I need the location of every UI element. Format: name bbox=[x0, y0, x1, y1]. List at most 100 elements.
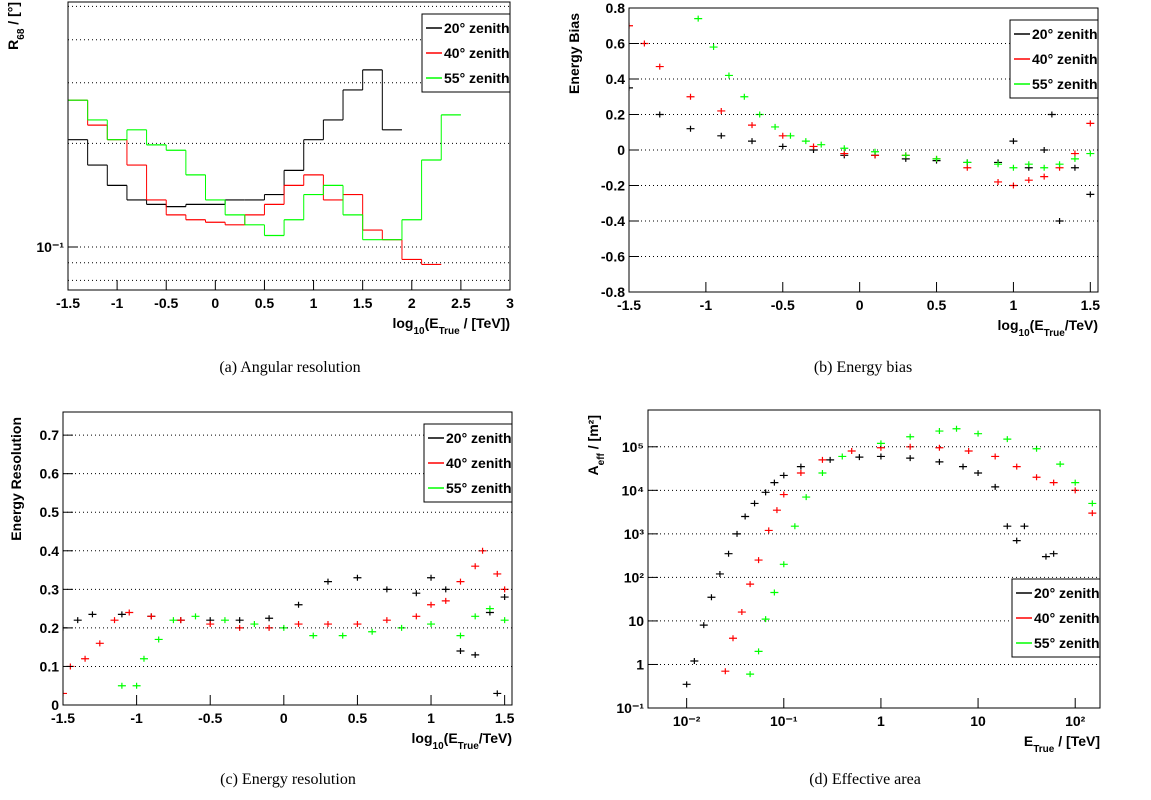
x-tick-label: 10² bbox=[1065, 713, 1086, 729]
label-part: / [TeV]) bbox=[460, 315, 510, 331]
data-point bbox=[441, 597, 450, 604]
data-point bbox=[485, 605, 494, 612]
data-point bbox=[412, 590, 421, 597]
data-point bbox=[801, 138, 810, 145]
data-point bbox=[709, 44, 718, 51]
data-point bbox=[779, 561, 788, 568]
data-point bbox=[840, 150, 849, 157]
data-point bbox=[717, 107, 726, 114]
data-point bbox=[686, 93, 695, 100]
data-point bbox=[748, 122, 757, 129]
y-tick-label: 10² bbox=[624, 569, 645, 585]
data-point bbox=[456, 578, 465, 585]
data-point bbox=[117, 682, 126, 689]
data-point bbox=[1024, 177, 1033, 184]
plot-frame bbox=[628, 7, 1099, 293]
plot-frame bbox=[62, 411, 513, 706]
data-point bbox=[733, 530, 742, 537]
data-point bbox=[147, 613, 156, 620]
y-axis-label: Energy Bias bbox=[566, 13, 582, 94]
label-part: 68 bbox=[16, 28, 27, 40]
data-point bbox=[932, 155, 941, 162]
data-point bbox=[699, 622, 708, 629]
y-tick-label: 10³ bbox=[624, 526, 645, 542]
data-point bbox=[427, 621, 436, 628]
y-tick-label: 0.6 bbox=[606, 36, 626, 52]
label-part: / [TeV] bbox=[1054, 733, 1100, 749]
data-point bbox=[746, 581, 755, 588]
data-point bbox=[876, 440, 885, 447]
y-tick-label: 0 bbox=[51, 697, 59, 713]
data-point bbox=[323, 621, 332, 628]
data-point bbox=[746, 671, 755, 678]
data-point bbox=[755, 111, 764, 118]
data-point bbox=[991, 453, 1000, 460]
y-axis-label: Energy Resolution bbox=[8, 417, 24, 541]
data-point bbox=[963, 164, 972, 171]
data-point bbox=[1055, 218, 1064, 224]
data-point bbox=[493, 570, 502, 577]
data-point bbox=[1012, 537, 1021, 544]
plot-frame bbox=[647, 409, 1101, 709]
legend-label: 40° zenith bbox=[1034, 610, 1100, 626]
data-point bbox=[826, 456, 835, 463]
data-point bbox=[1070, 155, 1079, 162]
data-point bbox=[265, 615, 274, 622]
data-point bbox=[125, 609, 134, 616]
x-tick-label: -0.5 bbox=[154, 295, 178, 311]
data-point bbox=[686, 125, 695, 132]
data-point bbox=[1086, 120, 1095, 127]
data-point bbox=[974, 430, 983, 437]
data-point bbox=[772, 507, 781, 514]
x-tick-label: 10 bbox=[970, 713, 986, 729]
data-point bbox=[629, 84, 633, 91]
y-tick-label: 10⁻¹ bbox=[616, 700, 644, 716]
legend-label: 20° zenith bbox=[1034, 585, 1100, 601]
data-point bbox=[770, 479, 779, 486]
x-tick-label: 0 bbox=[280, 710, 288, 726]
data-point bbox=[754, 648, 763, 655]
label-part: (E bbox=[425, 315, 439, 331]
data-point bbox=[493, 690, 502, 697]
data-point bbox=[796, 470, 805, 477]
data-point bbox=[117, 611, 126, 618]
data-point bbox=[169, 617, 178, 624]
label-part: True bbox=[439, 326, 461, 337]
x-tick-label: -1.5 bbox=[51, 710, 75, 726]
data-point bbox=[871, 148, 880, 155]
data-point bbox=[1024, 161, 1033, 168]
x-axis-label: log10(ETrue/TeV) bbox=[412, 730, 512, 752]
data-point bbox=[740, 93, 749, 100]
label-part: 10 bbox=[1019, 328, 1031, 339]
data-point bbox=[786, 132, 795, 139]
data-point bbox=[1009, 138, 1018, 145]
data-point bbox=[724, 550, 733, 557]
data-point bbox=[778, 143, 787, 150]
y-tick-label: 0.6 bbox=[40, 466, 60, 482]
data-point bbox=[294, 621, 303, 628]
data-point bbox=[88, 611, 97, 618]
label-part: E bbox=[1024, 733, 1033, 749]
label-part: Energy Bias bbox=[566, 13, 582, 94]
data-point bbox=[974, 470, 983, 477]
label-part: /TeV) bbox=[1065, 317, 1098, 333]
x-tick-label: 3 bbox=[506, 295, 514, 311]
data-point bbox=[427, 574, 436, 581]
x-tick-label: -0.5 bbox=[198, 710, 222, 726]
x-tick-label: 10⁻² bbox=[673, 713, 701, 729]
data-point bbox=[994, 178, 1003, 185]
data-point bbox=[629, 22, 633, 29]
x-tick-label: 1 bbox=[877, 713, 885, 729]
data-point bbox=[906, 433, 915, 440]
data-point bbox=[154, 636, 163, 643]
data-point bbox=[991, 483, 1000, 490]
data-point bbox=[1088, 500, 1097, 507]
data-point bbox=[809, 143, 818, 150]
data-point bbox=[906, 455, 915, 462]
label-part: 10 bbox=[433, 741, 445, 752]
label-part: True bbox=[1044, 328, 1066, 339]
data-point bbox=[901, 152, 910, 159]
data-point bbox=[220, 617, 229, 624]
data-point bbox=[1020, 523, 1029, 530]
